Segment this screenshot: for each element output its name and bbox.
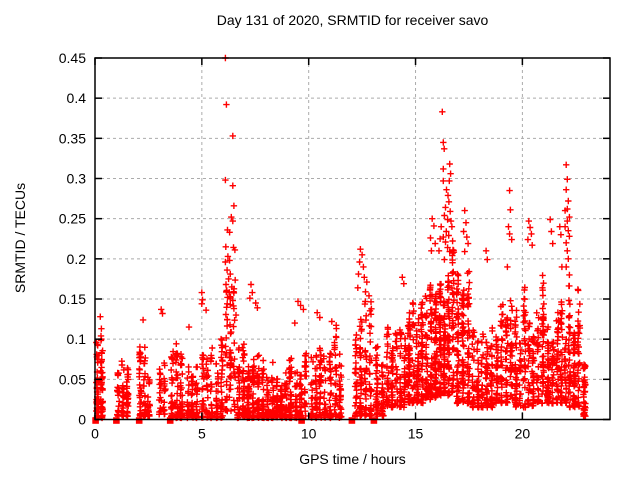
y-tick-label: 0.3 xyxy=(67,171,87,187)
y-tick-label: 0 xyxy=(78,412,86,428)
x-tick-label: 0 xyxy=(91,426,99,442)
gap-square-marker xyxy=(166,417,174,424)
axis-ticks xyxy=(94,57,610,421)
gridlines xyxy=(95,58,610,420)
y-tick-label: 0.35 xyxy=(59,130,86,146)
chart-title: Day 131 of 2020, SRMTID for receiver sav… xyxy=(216,12,489,28)
gap-square-marker xyxy=(370,417,378,424)
plot-border xyxy=(94,57,611,421)
gap-square-marker xyxy=(135,417,143,424)
gap-markers xyxy=(92,417,378,424)
x-tick-label: 15 xyxy=(408,426,424,442)
x-tick-label: 20 xyxy=(515,426,531,442)
gap-square-marker xyxy=(348,417,356,424)
y-tick-label: 0.05 xyxy=(59,371,86,387)
y-tick-label: 0.45 xyxy=(59,50,86,66)
x-axis-label: GPS time / hours xyxy=(299,451,406,467)
gap-square-marker xyxy=(92,417,99,424)
y-tick-label: 0.15 xyxy=(59,291,86,307)
y-tick-label: 0.25 xyxy=(59,211,86,227)
y-tick-label: 0.1 xyxy=(67,331,87,347)
gap-square-marker xyxy=(298,417,305,424)
gap-square-marker xyxy=(113,417,120,424)
x-tick-label: 5 xyxy=(198,426,206,442)
x-tick-label: 10 xyxy=(301,426,317,442)
y-tick-label: 0.2 xyxy=(67,251,87,267)
y-tick-label: 0.4 xyxy=(67,90,87,106)
scatter-points xyxy=(93,54,589,422)
